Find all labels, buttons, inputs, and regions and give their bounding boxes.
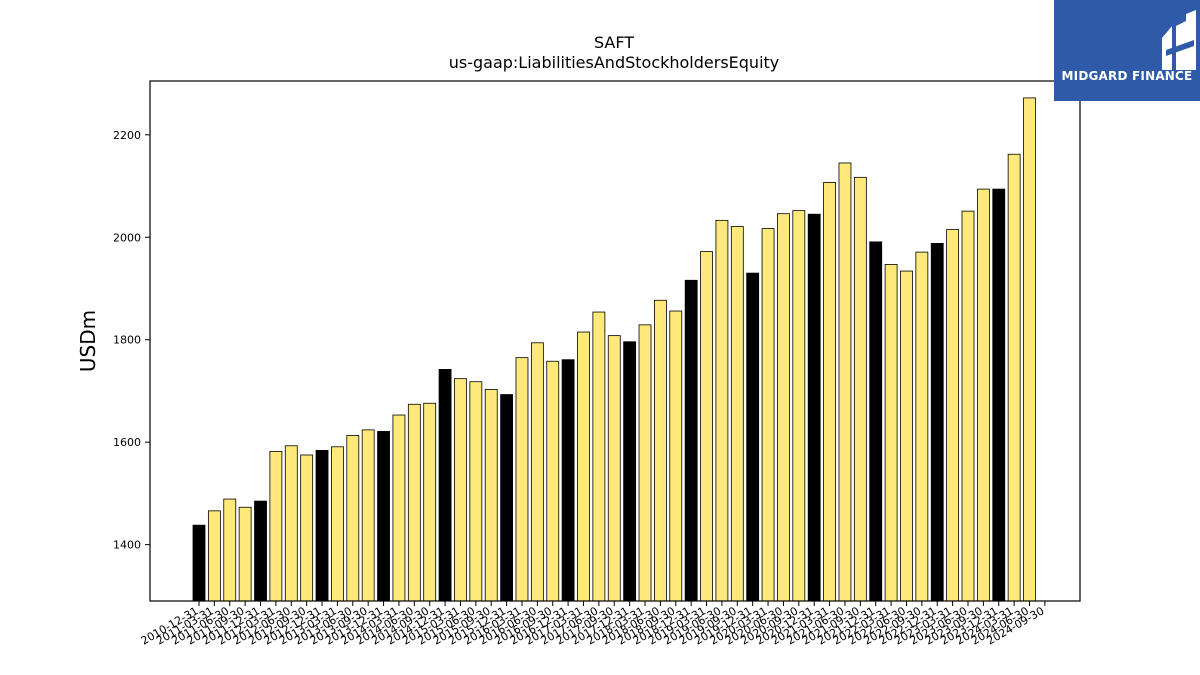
y-tick-label: 2000 [113,231,141,244]
bar-2013-09-30 [361,429,375,602]
bar-2019-06-30 [715,219,729,602]
bar-2024-03-31 [1007,153,1021,602]
bar-2015-06-30 [469,381,483,602]
bar-2020-12-31 [807,213,821,602]
brand-logo: MIDGARD FINANCE [1054,0,1200,101]
bar-2018-09-30 [669,310,683,602]
bar-2017-09-30 [607,335,621,602]
bar-2011-12-31 [254,500,267,602]
bar-2013-03-31 [331,446,344,602]
bar-2013-12-31 [377,431,390,602]
bar-2016-12-31 [561,359,575,602]
bar-2022-12-31 [930,242,944,602]
y-tick-label: 2200 [113,129,141,142]
bar-2023-09-30 [976,188,990,602]
bar-2019-12-31 [746,272,760,602]
logo-mark-icon [1162,10,1196,70]
bar-2011-06-30 [223,498,237,602]
bar-2023-06-30 [961,210,975,602]
bar-2016-09-30 [546,360,560,602]
y-tick-label: 1800 [113,334,141,347]
bar-2011-03-31 [207,510,221,602]
bar-2014-12-31 [438,369,452,602]
bar-2013-06-30 [346,435,360,602]
bar-series [192,97,1036,602]
bar-2018-12-31 [684,279,698,602]
bar-2014-09-30 [423,402,437,602]
bar-2024-06-30 [1023,97,1036,602]
bar-2012-06-30 [284,445,298,602]
bar-2019-09-30 [730,226,744,602]
bar-2014-03-31 [392,414,406,602]
bar-2012-09-30 [300,454,314,602]
bar-2018-06-30 [654,299,667,602]
bar-2022-09-30 [915,251,929,602]
bar-2017-06-30 [592,311,606,602]
bar-2020-06-30 [777,213,790,602]
logo-text: MIDGARD FINANCE [1061,69,1193,83]
bar-2017-12-31 [623,341,637,602]
bar-2012-12-31 [315,449,329,602]
bar-2016-06-30 [530,342,544,602]
bar-2023-03-31 [946,229,960,602]
x-axis-ticks: 2010-12-312011-03-312011-06-302011-09-30… [139,601,1046,648]
y-tick-label: 1600 [113,436,141,449]
bar-2014-06-30 [407,403,421,602]
bar-2010-12-31 [192,524,206,602]
bar-2011-09-30 [238,506,252,602]
bar-2023-12-31 [992,188,1006,602]
bar-2021-12-31 [869,241,883,602]
bar-2020-03-31 [761,228,775,602]
bar-2021-09-30 [853,176,867,602]
bar-2016-03-31 [515,357,529,602]
y-tick-label: 1400 [113,539,141,552]
plot-area-frame [149,80,1081,602]
bar-2022-03-31 [884,264,898,602]
bar-2018-03-31 [638,324,652,602]
bar-2012-03-31 [269,450,283,602]
bar-2015-09-30 [484,389,498,602]
bar-2015-03-31 [454,378,467,602]
bar-2017-03-31 [577,331,590,602]
y-axis-label: USDm [76,310,100,372]
bar-2015-12-31 [500,394,514,602]
chart-subtitle: us-gaap:LiabilitiesAndStockholdersEquity [449,53,780,72]
chart-title: SAFT [594,33,634,52]
bar-2021-03-31 [823,182,836,602]
bar-2020-09-30 [792,210,806,602]
bar-2022-06-30 [900,270,913,602]
bar-2019-03-31 [700,251,713,602]
bar-2021-06-30 [838,162,852,602]
y-axis-ticks: 1400 1600 1800 2000 2200 [113,129,150,552]
